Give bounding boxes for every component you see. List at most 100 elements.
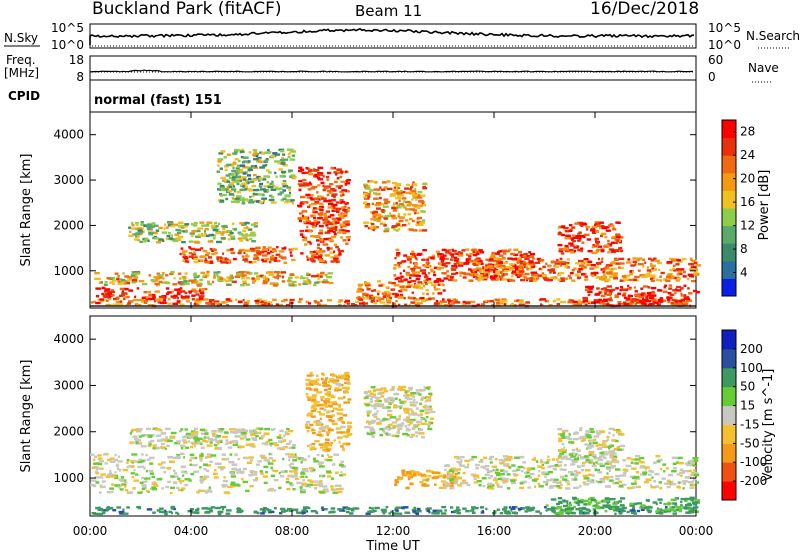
power-cell bbox=[257, 258, 260, 262]
power-cell bbox=[359, 302, 364, 305]
power-cell bbox=[520, 266, 523, 270]
power-cell bbox=[184, 260, 189, 263]
velocity-cell bbox=[174, 442, 180, 445]
velocity-cell bbox=[392, 400, 395, 403]
velocity-cell bbox=[454, 472, 458, 476]
power-cell bbox=[630, 300, 634, 304]
power-cell bbox=[618, 303, 621, 306]
power-cell bbox=[308, 183, 313, 186]
power-cell bbox=[394, 184, 399, 187]
velocity-cell bbox=[268, 438, 273, 442]
velocity-cell bbox=[334, 387, 340, 390]
power-cell bbox=[252, 279, 257, 283]
power-cell bbox=[232, 166, 235, 170]
velocity-cell bbox=[656, 507, 659, 510]
power-cell bbox=[557, 243, 563, 247]
power-cell bbox=[682, 300, 688, 304]
velocity-cell bbox=[309, 423, 314, 427]
power-cell bbox=[257, 160, 263, 163]
velocity-cell bbox=[559, 464, 562, 467]
power-cell bbox=[253, 257, 260, 260]
velocity-cell bbox=[496, 483, 500, 486]
power-cell bbox=[492, 276, 497, 279]
velocity-cell bbox=[207, 490, 213, 493]
power-cell bbox=[328, 202, 334, 206]
power-cell bbox=[643, 294, 649, 297]
velocity-cell bbox=[415, 420, 422, 423]
power-cell bbox=[193, 274, 197, 277]
velocity-cell bbox=[584, 483, 590, 486]
power-cell bbox=[224, 279, 229, 282]
velocity-cell bbox=[616, 461, 619, 464]
power-cell bbox=[597, 224, 601, 227]
velocity-cell bbox=[405, 393, 411, 397]
velocity-cell bbox=[242, 429, 249, 432]
velocity-cell bbox=[405, 429, 411, 432]
power-cell bbox=[176, 292, 181, 296]
velocity-cell bbox=[199, 456, 203, 460]
velocity-cell bbox=[309, 447, 316, 450]
power-cell bbox=[529, 277, 536, 280]
power-cell bbox=[436, 278, 441, 281]
velocity-cell bbox=[676, 461, 680, 464]
power-cell bbox=[150, 225, 155, 229]
power-cell bbox=[311, 225, 316, 229]
power-cell bbox=[584, 275, 588, 278]
power-cell bbox=[439, 300, 444, 303]
velocity-cell bbox=[462, 481, 469, 485]
freq-trace bbox=[89, 69, 694, 73]
power-cell bbox=[207, 280, 210, 283]
power-cell bbox=[619, 288, 623, 292]
velocity-cell bbox=[130, 472, 135, 475]
power-cell bbox=[267, 246, 272, 249]
velocity-cell bbox=[279, 429, 284, 432]
power-cell bbox=[602, 303, 606, 306]
power-cell bbox=[666, 261, 673, 264]
power-cell bbox=[165, 226, 169, 229]
power-cell bbox=[188, 246, 191, 249]
velocity-cell bbox=[284, 431, 288, 434]
velocity-cell bbox=[338, 436, 343, 439]
power-cell bbox=[162, 277, 165, 280]
velocity-cell bbox=[446, 475, 451, 478]
velocity-cell bbox=[326, 433, 329, 436]
velocity-cell bbox=[288, 459, 291, 462]
power-cell bbox=[420, 299, 427, 302]
velocity-cell bbox=[630, 461, 634, 464]
velocity-cell bbox=[100, 473, 106, 476]
power-cell bbox=[162, 299, 166, 302]
velocity-cell bbox=[217, 447, 222, 451]
power-cell bbox=[645, 275, 650, 278]
velocity-cell bbox=[271, 468, 274, 471]
power-cell bbox=[633, 286, 636, 289]
power-cell bbox=[515, 273, 518, 277]
velocity-cell bbox=[398, 424, 404, 428]
velocity-cell bbox=[452, 475, 457, 478]
velocity-cell bbox=[457, 471, 461, 475]
velocity-cell bbox=[501, 460, 506, 463]
power-cell bbox=[441, 248, 447, 252]
velocity-cell bbox=[366, 432, 373, 435]
velocity-cell bbox=[659, 487, 663, 490]
power-cell bbox=[687, 273, 694, 276]
velocity-cell bbox=[324, 405, 329, 408]
power-cell bbox=[205, 234, 210, 237]
power-cell bbox=[314, 201, 319, 204]
velocity-cell bbox=[423, 483, 427, 486]
power-cell bbox=[475, 267, 481, 270]
power-cell bbox=[416, 221, 422, 224]
power-cell bbox=[401, 260, 407, 263]
power-cell bbox=[298, 212, 303, 215]
power-cell bbox=[397, 215, 400, 218]
velocity-cell bbox=[632, 486, 636, 489]
power-cell bbox=[249, 180, 255, 184]
velocity-cell bbox=[625, 464, 632, 468]
power-cell bbox=[370, 300, 376, 303]
velocity-cell bbox=[269, 510, 275, 514]
power-cell bbox=[201, 232, 204, 236]
power-cell bbox=[327, 199, 332, 202]
power-cell bbox=[594, 244, 600, 247]
velocity-cell bbox=[95, 506, 100, 510]
velocity-cell bbox=[309, 371, 313, 375]
velocity-cell bbox=[210, 454, 217, 457]
